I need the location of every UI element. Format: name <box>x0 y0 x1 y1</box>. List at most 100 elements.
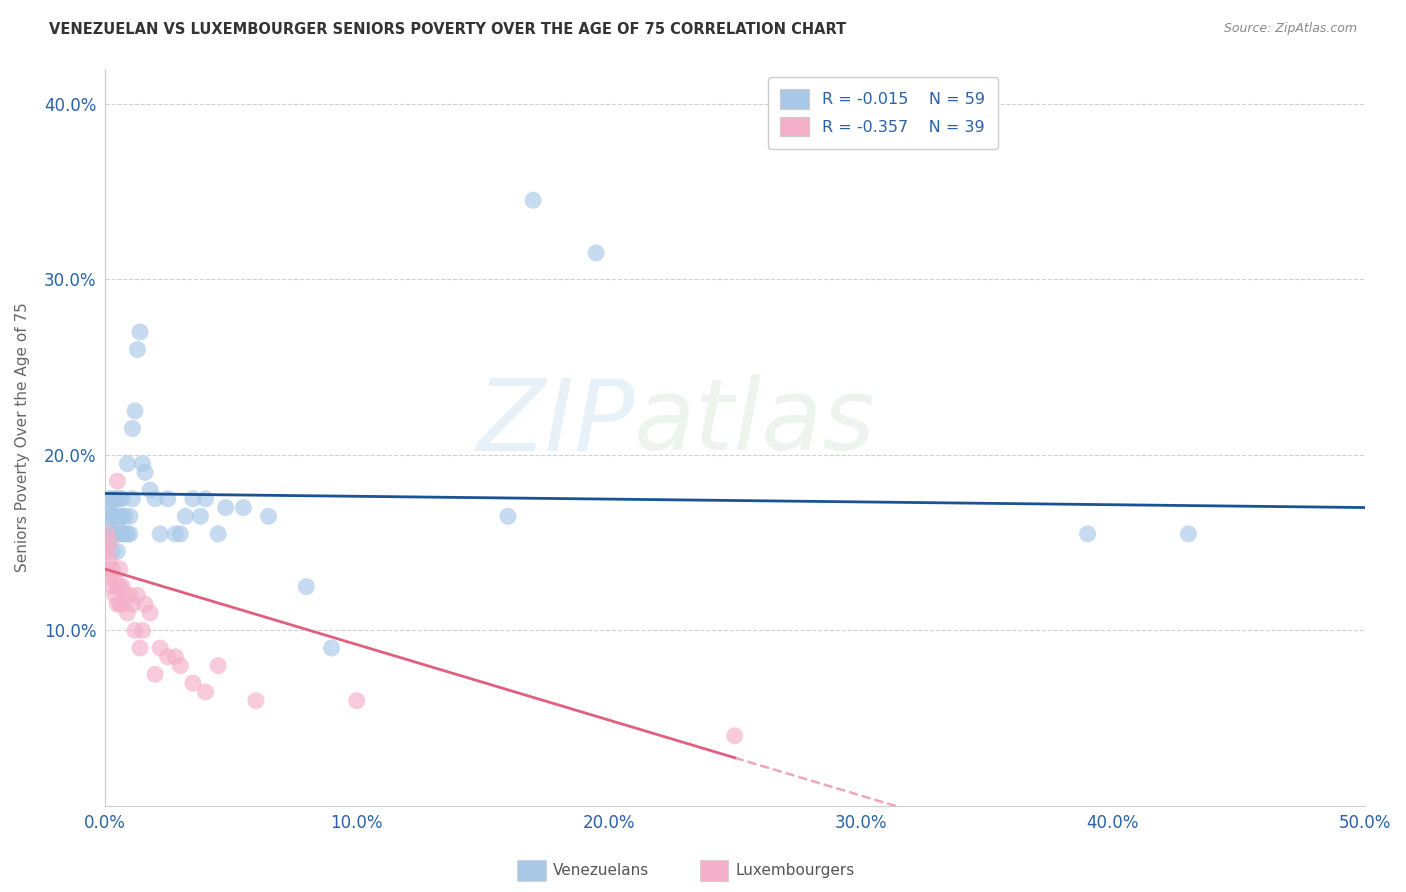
Text: atlas: atlas <box>634 374 876 471</box>
Point <box>724 729 747 743</box>
Point <box>111 527 134 541</box>
Point <box>117 457 139 471</box>
Point <box>96 535 118 549</box>
Point <box>108 580 131 594</box>
Point <box>96 562 118 576</box>
Point <box>134 597 156 611</box>
Point <box>139 606 162 620</box>
Text: VENEZUELAN VS LUXEMBOURGER SENIORS POVERTY OVER THE AGE OF 75 CORRELATION CHART: VENEZUELAN VS LUXEMBOURGER SENIORS POVER… <box>49 22 846 37</box>
Text: Luxembourgers: Luxembourgers <box>735 863 855 878</box>
Point <box>108 509 131 524</box>
Point <box>101 544 124 558</box>
Point <box>114 527 136 541</box>
Point <box>131 624 153 638</box>
Point <box>108 597 131 611</box>
Text: ZIP: ZIP <box>475 374 634 471</box>
Point <box>118 588 141 602</box>
Point <box>143 667 166 681</box>
Point <box>114 509 136 524</box>
Text: Venezuelans: Venezuelans <box>553 863 648 878</box>
Point <box>131 457 153 471</box>
Point <box>496 509 519 524</box>
Point <box>98 535 121 549</box>
Point <box>104 509 127 524</box>
Text: Source: ZipAtlas.com: Source: ZipAtlas.com <box>1223 22 1357 36</box>
Point <box>346 694 368 708</box>
Point <box>134 466 156 480</box>
Point <box>124 624 146 638</box>
Point <box>101 580 124 594</box>
Point <box>101 491 124 506</box>
Point <box>194 685 217 699</box>
Point <box>105 544 128 558</box>
Point <box>105 580 128 594</box>
Point <box>96 527 118 541</box>
Point <box>207 527 229 541</box>
Point <box>121 491 143 506</box>
Point <box>104 588 127 602</box>
Point <box>522 193 544 207</box>
Legend: R = -0.015    N = 59, R = -0.357    N = 39: R = -0.015 N = 59, R = -0.357 N = 39 <box>768 77 998 149</box>
Point <box>139 483 162 497</box>
Point <box>105 474 128 488</box>
Point <box>1177 527 1199 541</box>
Point <box>98 527 121 541</box>
Point <box>104 491 127 506</box>
Point <box>98 500 121 515</box>
Point <box>101 527 124 541</box>
Point <box>114 588 136 602</box>
Point <box>245 694 267 708</box>
Y-axis label: Seniors Poverty Over the Age of 75: Seniors Poverty Over the Age of 75 <box>15 302 30 572</box>
Point <box>121 597 143 611</box>
Point <box>207 658 229 673</box>
Point <box>105 491 128 506</box>
Point <box>149 527 172 541</box>
Point <box>156 491 179 506</box>
Point <box>118 527 141 541</box>
Point <box>118 509 141 524</box>
Point <box>165 649 187 664</box>
Point <box>98 509 121 524</box>
Point <box>98 553 121 567</box>
Point <box>129 325 152 339</box>
Point <box>215 500 238 515</box>
Point <box>105 518 128 533</box>
Point <box>295 580 318 594</box>
Point <box>108 527 131 541</box>
Point <box>111 580 134 594</box>
Point <box>96 544 118 558</box>
Point <box>127 588 149 602</box>
Point <box>105 597 128 611</box>
Point <box>321 640 343 655</box>
Point <box>181 491 204 506</box>
Point <box>96 518 118 533</box>
Point <box>585 246 607 260</box>
Point <box>127 343 149 357</box>
Point <box>169 527 191 541</box>
Point <box>165 527 187 541</box>
Point <box>108 562 131 576</box>
Point <box>111 491 134 506</box>
Point <box>105 527 128 541</box>
Point <box>101 509 124 524</box>
Point <box>101 562 124 576</box>
Point <box>181 676 204 690</box>
Point <box>111 509 134 524</box>
Point <box>124 404 146 418</box>
Point <box>98 571 121 585</box>
Point <box>105 509 128 524</box>
Point <box>117 606 139 620</box>
Point <box>190 509 212 524</box>
Point <box>98 491 121 506</box>
Point <box>174 509 197 524</box>
Point <box>156 649 179 664</box>
Point <box>104 571 127 585</box>
Point <box>117 527 139 541</box>
Point <box>194 491 217 506</box>
Point <box>1077 527 1099 541</box>
Point <box>108 491 131 506</box>
Point <box>96 500 118 515</box>
Point <box>143 491 166 506</box>
Point <box>104 527 127 541</box>
Point <box>149 640 172 655</box>
